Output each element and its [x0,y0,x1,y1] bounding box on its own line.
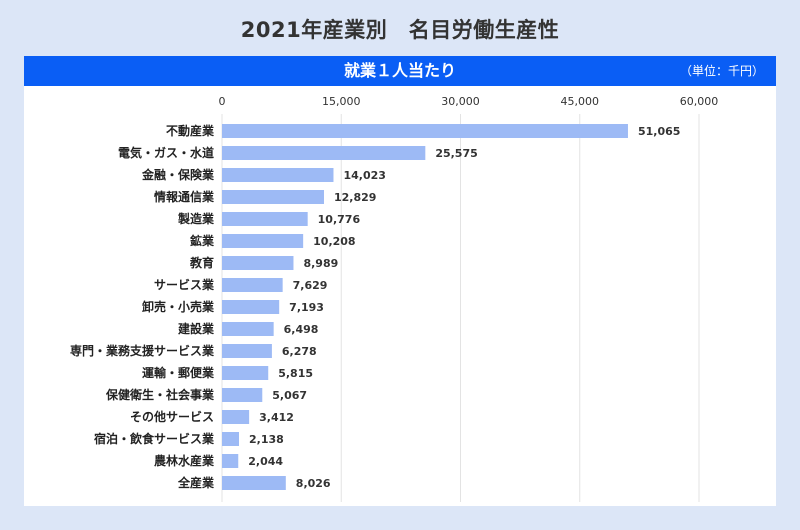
value-label: 8,026 [296,477,331,490]
value-label: 10,776 [318,213,361,226]
bar-chart: 0 15,000 30,000 45,000 60,000 不動産業 51,065 電気・ガス… [70,95,719,502]
bar [222,300,280,314]
bar [222,322,274,336]
x-tick-label: 15,000 [322,95,361,108]
value-label: 2,044 [248,455,283,468]
bar [222,366,269,380]
value-label: 5,067 [272,389,307,402]
value-label: 12,829 [334,191,376,204]
category-label: 製造業 [177,211,215,226]
category-label: 鉱業 [190,233,215,248]
value-label: 14,023 [343,169,385,182]
chart-subtitle: 就業１人当たり [343,61,456,80]
category-label: 保健衛生・社会事業 [105,387,215,402]
x-tick-label: 60,000 [680,95,719,108]
bar [222,278,283,292]
value-label: 6,498 [284,323,319,336]
value-label: 2,138 [249,433,284,446]
bar [222,146,426,160]
x-tick-label: 0 [219,95,226,108]
category-label: 全産業 [177,475,215,490]
value-label: 51,065 [638,125,680,138]
category-label: 金融・保険業 [141,167,215,182]
category-label: サービス業 [154,277,215,292]
chart-card: 就業１人当たり （単位：千円） 0 15,000 30,000 45,000 60,00… [24,56,776,506]
value-label: 25,575 [435,147,477,160]
value-label: 7,629 [293,279,328,292]
value-label: 3,412 [259,411,294,424]
bar [222,234,304,248]
category-label: 農林水産業 [154,453,215,468]
value-label: 7,193 [289,301,324,314]
category-label: 宿泊・飲食サービス業 [94,431,215,446]
unit-note: （単位：千円） [679,64,764,78]
bar [222,476,286,490]
bar [222,212,308,226]
bar [222,410,250,424]
value-label: 10,208 [313,235,355,248]
chart-title: 2021年産業別 名目労働生産性 [240,18,560,42]
category-label: 建設業 [177,321,215,336]
bar [222,168,334,182]
bar [222,344,272,358]
bar [222,256,294,270]
x-tick-label: 30,000 [441,95,480,108]
category-label: 専門・業務支援サービス業 [70,343,215,358]
value-label: 5,815 [278,367,313,380]
value-label: 8,989 [303,257,338,270]
bar [222,432,239,446]
bar [222,388,263,402]
bar [222,124,628,138]
category-label: 不動産業 [166,123,215,138]
x-tick-label: 45,000 [561,95,600,108]
category-label: 卸売・小売業 [142,299,215,314]
category-label: 教育 [189,255,214,270]
bar [222,454,239,468]
bar [222,190,324,204]
category-label: 情報通信業 [154,189,215,204]
chart-banner: 就業１人当たり （単位：千円） [24,56,776,86]
category-label: 運輸・郵便業 [142,365,215,380]
category-label: その他サービス [130,409,214,424]
value-label: 6,278 [282,345,317,358]
category-label: 電気・ガス・水道 [118,145,214,160]
